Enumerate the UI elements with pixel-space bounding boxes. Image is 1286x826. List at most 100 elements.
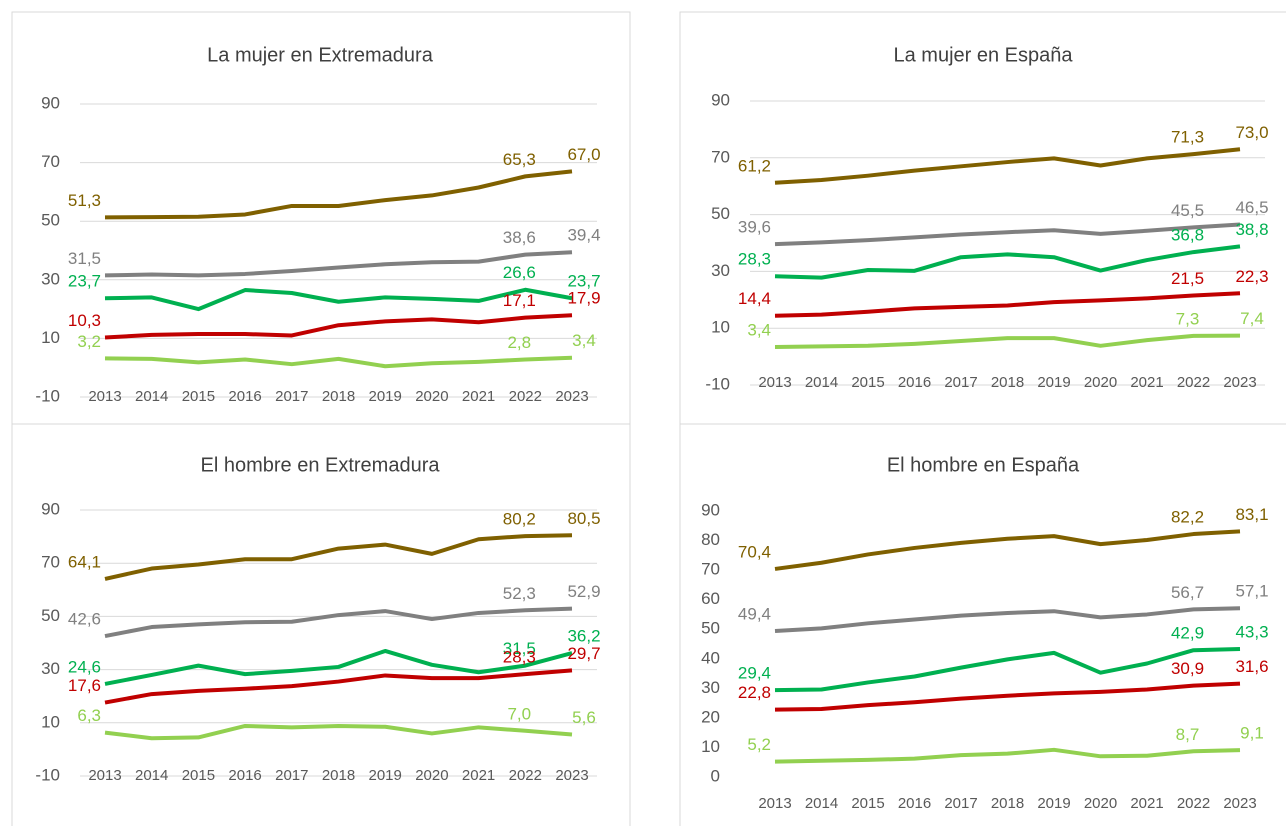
x-tick-label: 2016 bbox=[228, 767, 261, 784]
chart-title: La mujer en España bbox=[893, 44, 1073, 66]
data-label: 61,2 bbox=[738, 156, 771, 175]
series-line bbox=[104, 250, 573, 278]
data-label: 31,5 bbox=[68, 249, 101, 268]
x-tick-label: 2022 bbox=[1177, 795, 1210, 812]
x-tick-label: 2014 bbox=[805, 795, 838, 812]
y-tick-label: 70 bbox=[41, 553, 60, 572]
x-tick-label: 2014 bbox=[805, 374, 838, 391]
data-label: 38,8 bbox=[1235, 220, 1268, 239]
series-line bbox=[774, 529, 1241, 571]
x-tick-label: 2021 bbox=[462, 388, 495, 405]
data-label: 5,6 bbox=[572, 708, 596, 727]
data-label: 2,8 bbox=[507, 333, 531, 352]
data-label: 7,3 bbox=[1176, 309, 1200, 328]
series-line bbox=[774, 747, 1241, 764]
series-line bbox=[774, 681, 1241, 712]
data-label: 42,9 bbox=[1171, 624, 1204, 643]
x-tick-label: 2017 bbox=[944, 374, 977, 391]
y-tick-label: 70 bbox=[701, 560, 720, 579]
x-tick-label: 2014 bbox=[135, 767, 168, 784]
y-tick-label: 10 bbox=[41, 328, 60, 347]
x-tick-label: 2019 bbox=[1037, 374, 1070, 391]
y-tick-label: 20 bbox=[701, 707, 720, 726]
x-tick-label: 2013 bbox=[88, 767, 121, 784]
data-label: 5,2 bbox=[747, 735, 771, 754]
series-line bbox=[104, 287, 573, 312]
x-tick-label: 2018 bbox=[322, 767, 355, 784]
data-label: 7,0 bbox=[507, 704, 531, 723]
data-label: 73,0 bbox=[1235, 123, 1268, 142]
x-tick-label: 2017 bbox=[275, 767, 308, 784]
y-tick-label: 40 bbox=[701, 648, 720, 667]
series-line bbox=[104, 355, 573, 369]
series-line bbox=[774, 222, 1241, 247]
data-label: 43,3 bbox=[1235, 623, 1268, 642]
data-label: 52,3 bbox=[503, 584, 536, 603]
y-tick-label: 50 bbox=[711, 204, 730, 223]
x-tick-label: 2021 bbox=[1130, 795, 1163, 812]
x-tick-label: 2022 bbox=[509, 767, 542, 784]
x-tick-label: 2016 bbox=[228, 388, 261, 405]
y-tick-label: 50 bbox=[41, 606, 60, 625]
data-label: 3,2 bbox=[77, 332, 101, 351]
x-tick-label: 2017 bbox=[275, 388, 308, 405]
data-label: 22,3 bbox=[1235, 267, 1268, 286]
series-line bbox=[774, 606, 1241, 633]
data-label: 51,3 bbox=[68, 191, 101, 210]
data-label: 17,6 bbox=[68, 676, 101, 695]
series-line bbox=[104, 169, 573, 220]
y-tick-label: -10 bbox=[705, 374, 730, 393]
series-line bbox=[104, 606, 573, 639]
x-tick-label: 2019 bbox=[369, 767, 402, 784]
x-tick-label: 2018 bbox=[991, 795, 1024, 812]
data-label: 45,5 bbox=[1171, 201, 1204, 220]
data-label: 22,8 bbox=[738, 683, 771, 702]
data-label: 6,3 bbox=[77, 706, 101, 725]
y-tick-label: 80 bbox=[701, 530, 720, 549]
chart-title: La mujer en Extremadura bbox=[207, 44, 434, 66]
series-line bbox=[104, 313, 573, 340]
data-label: 23,7 bbox=[68, 272, 101, 291]
series-line bbox=[774, 147, 1241, 185]
data-label: 83,1 bbox=[1235, 505, 1268, 524]
x-tick-label: 2015 bbox=[851, 374, 884, 391]
x-tick-label: 2017 bbox=[944, 795, 977, 812]
data-label: 46,5 bbox=[1235, 198, 1268, 217]
x-tick-label: 2023 bbox=[555, 388, 588, 405]
data-label: 3,4 bbox=[747, 320, 771, 339]
y-tick-label: 70 bbox=[711, 147, 730, 166]
y-tick-label: 90 bbox=[701, 500, 720, 519]
data-label: 29,7 bbox=[567, 644, 600, 663]
x-tick-label: 2021 bbox=[1130, 374, 1163, 391]
series-line bbox=[774, 647, 1241, 693]
y-tick-label: 50 bbox=[41, 211, 60, 230]
data-label: 17,1 bbox=[503, 291, 536, 310]
data-label: 31,6 bbox=[1235, 657, 1268, 676]
x-tick-label: 2023 bbox=[1223, 374, 1256, 391]
data-label: 65,3 bbox=[503, 150, 536, 169]
data-label: 24,6 bbox=[68, 657, 101, 676]
data-label: 67,0 bbox=[567, 145, 600, 164]
y-tick-label: 30 bbox=[41, 269, 60, 288]
y-tick-label: 0 bbox=[711, 766, 720, 785]
data-label: 52,9 bbox=[567, 582, 600, 601]
x-tick-label: 2013 bbox=[88, 388, 121, 405]
y-tick-label: 30 bbox=[711, 261, 730, 280]
y-tick-label: 10 bbox=[711, 318, 730, 337]
series-line bbox=[774, 333, 1241, 349]
x-tick-label: 2020 bbox=[1084, 795, 1117, 812]
x-tick-label: 2016 bbox=[898, 795, 931, 812]
data-label: 82,2 bbox=[1171, 508, 1204, 527]
data-label: 29,4 bbox=[738, 664, 771, 683]
x-tick-label: 2018 bbox=[322, 388, 355, 405]
data-label: 64,1 bbox=[68, 552, 101, 571]
panel bbox=[11, 423, 631, 826]
data-label: 38,6 bbox=[503, 228, 536, 247]
x-tick-label: 2014 bbox=[135, 388, 168, 405]
y-tick-label: 50 bbox=[701, 619, 720, 638]
data-label: 9,1 bbox=[1240, 724, 1264, 743]
x-tick-label: 2020 bbox=[1084, 374, 1117, 391]
data-label: 36,2 bbox=[567, 627, 600, 646]
